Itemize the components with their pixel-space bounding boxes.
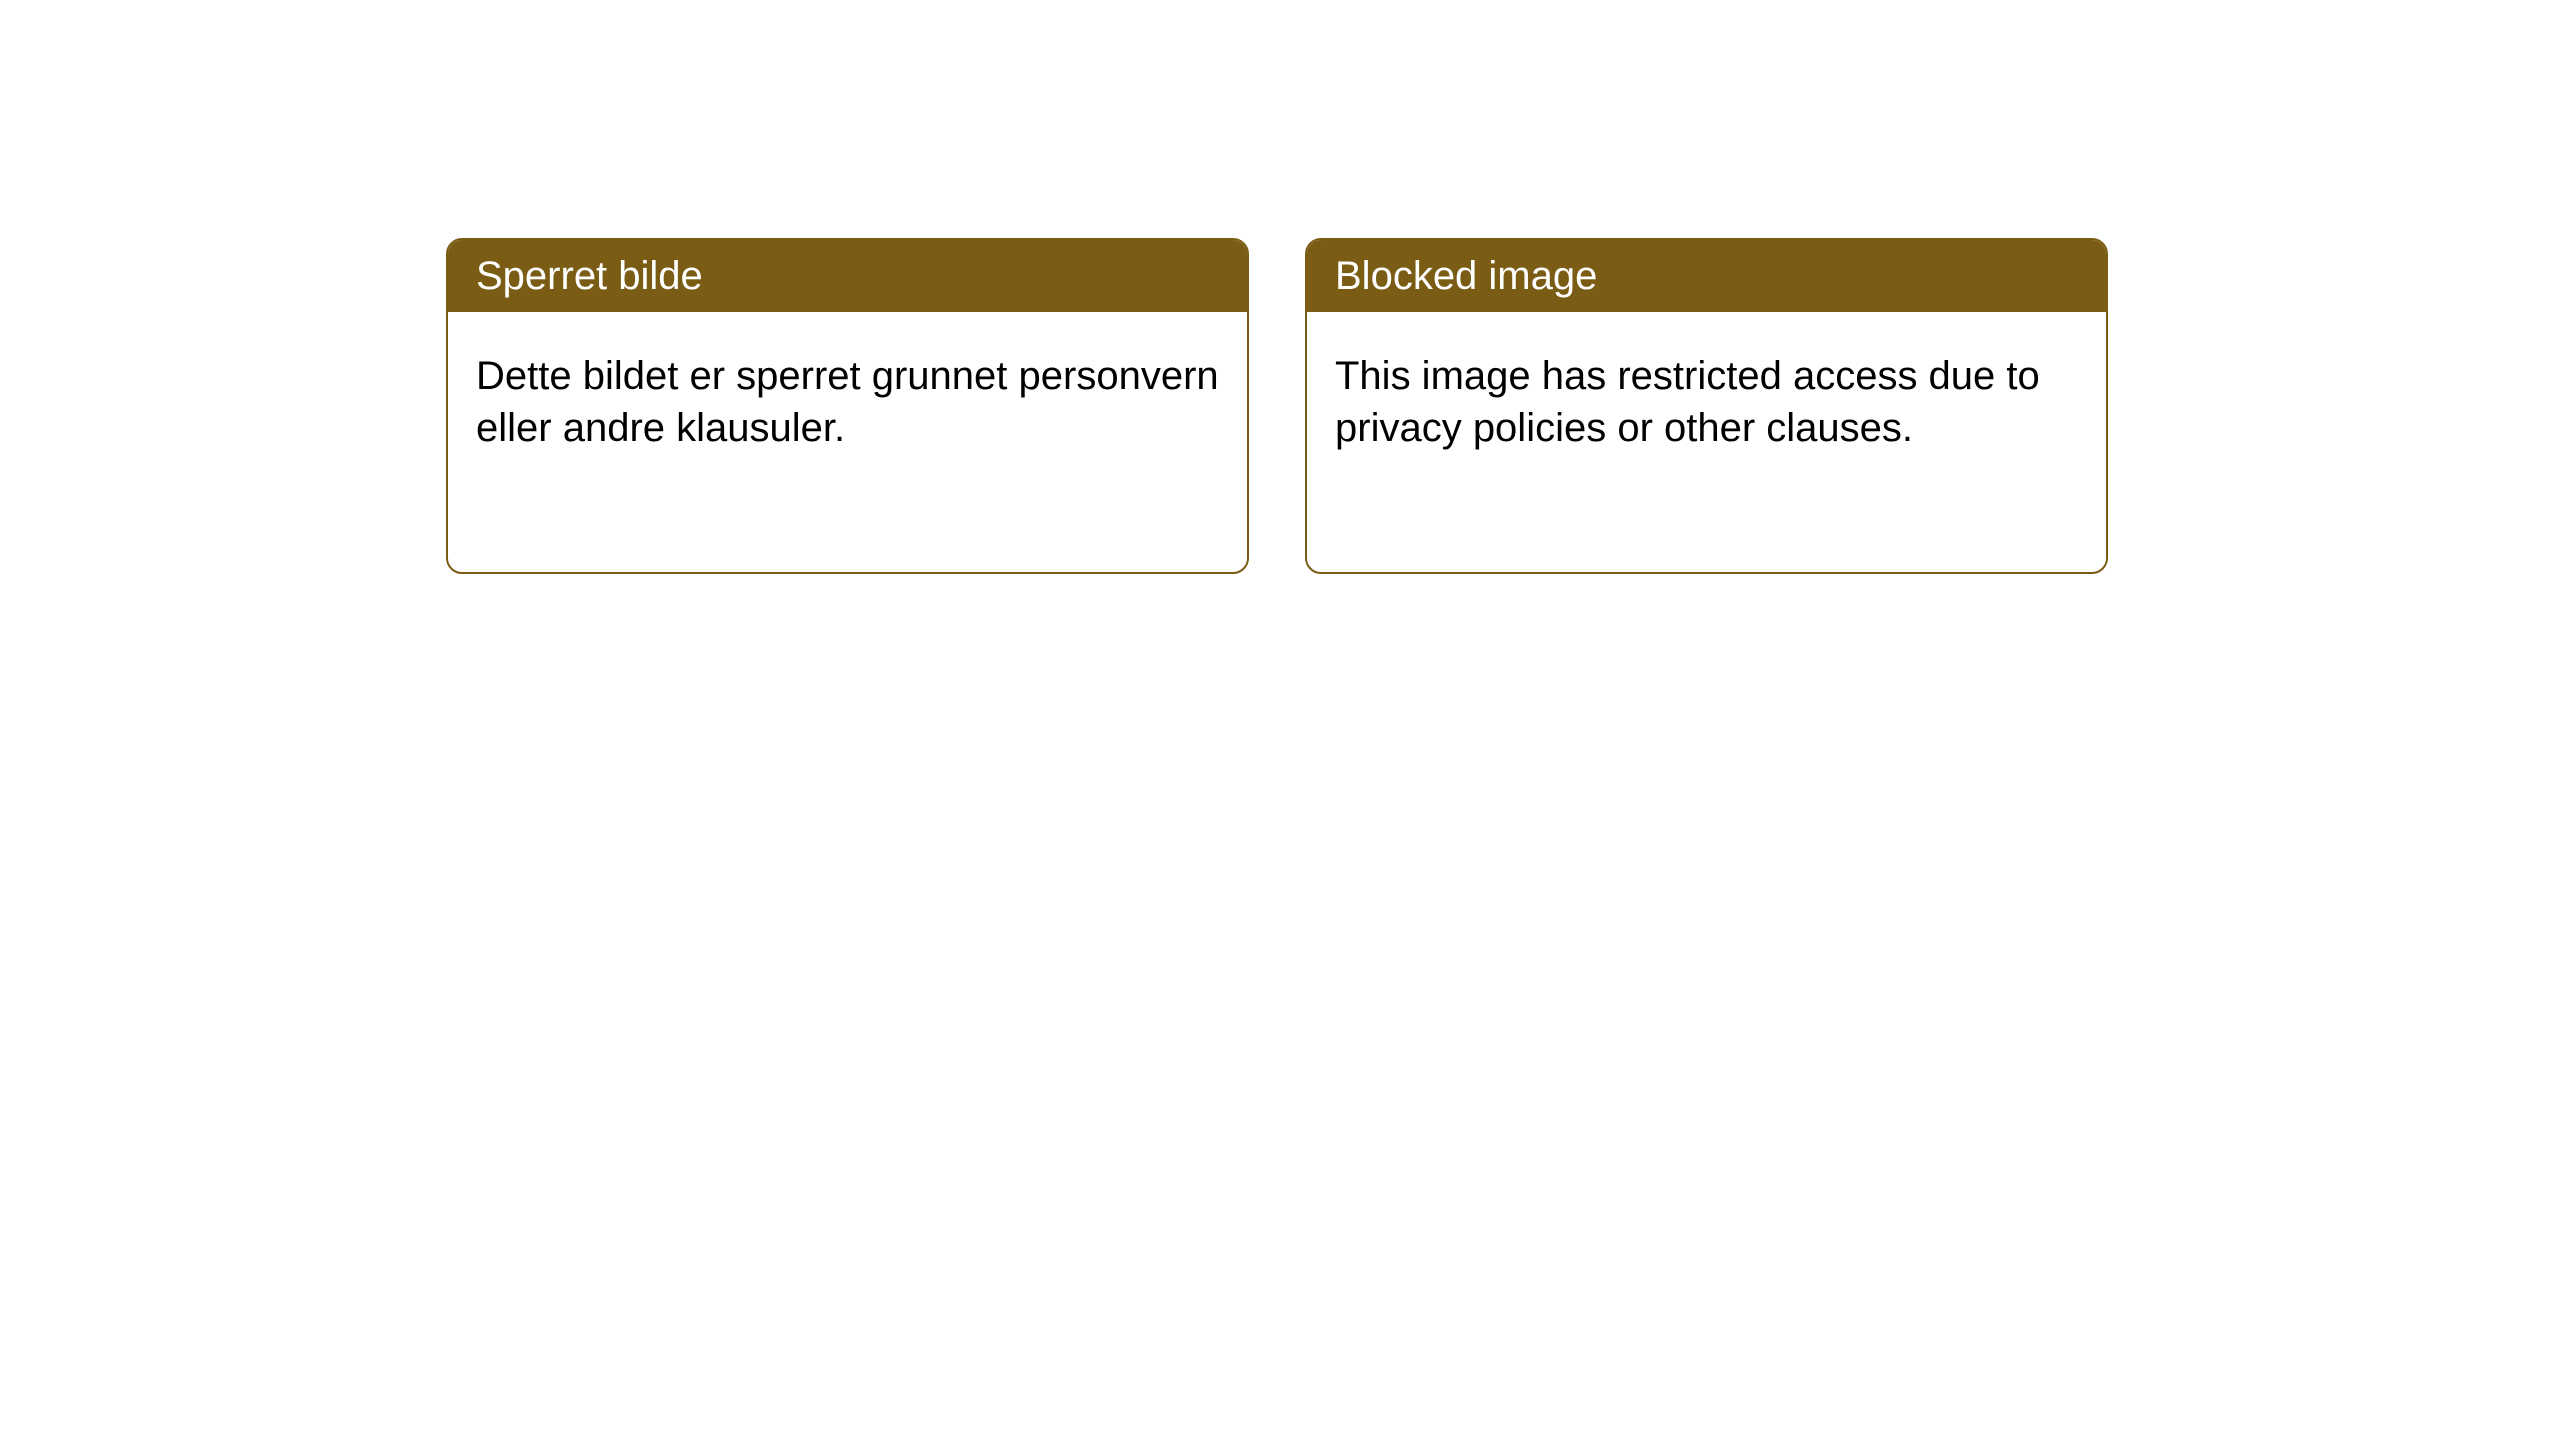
notice-card-norwegian: Sperret bilde Dette bildet er sperret gr…: [446, 238, 1249, 574]
notice-card-title: Blocked image: [1307, 240, 2106, 312]
notice-card-english: Blocked image This image has restricted …: [1305, 238, 2108, 574]
notice-card-title: Sperret bilde: [448, 240, 1247, 312]
notice-card-container: Sperret bilde Dette bildet er sperret gr…: [446, 238, 2108, 574]
notice-card-body: Dette bildet er sperret grunnet personve…: [448, 312, 1247, 492]
notice-card-body: This image has restricted access due to …: [1307, 312, 2106, 492]
